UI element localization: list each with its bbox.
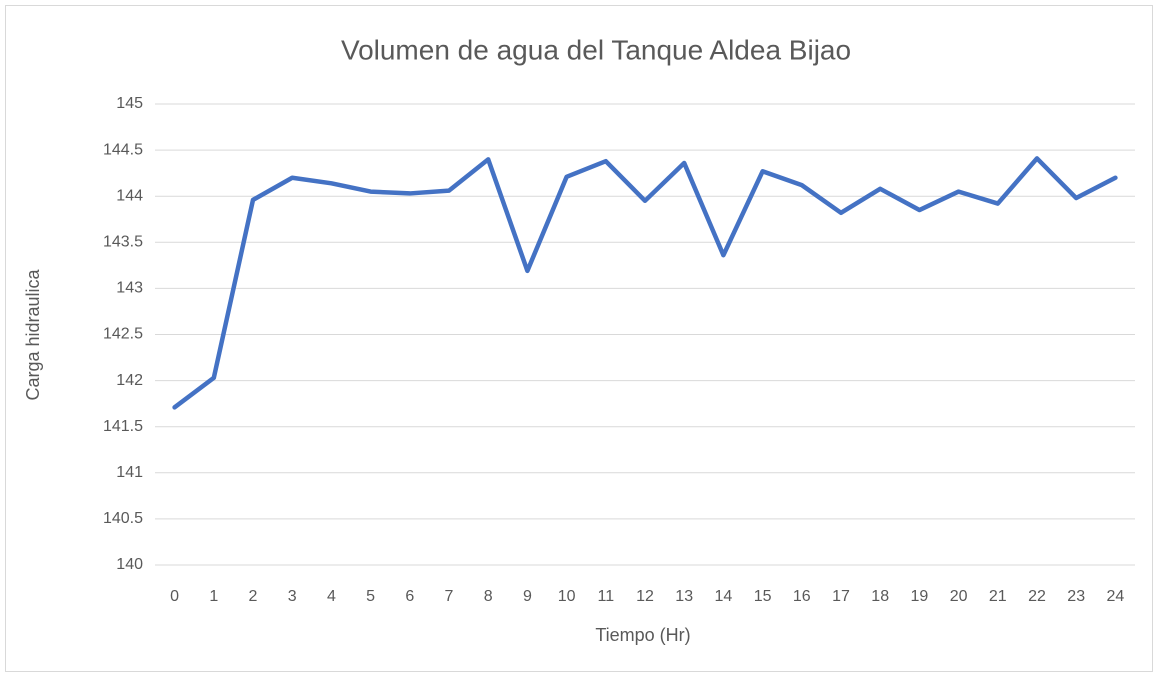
x-tick-label: 0 xyxy=(170,588,179,605)
y-tick-label: 141 xyxy=(116,464,143,481)
x-tick-label: 14 xyxy=(715,588,733,605)
x-tick-label: 18 xyxy=(871,588,889,605)
x-tick-label: 21 xyxy=(989,588,1007,605)
x-tick-label: 4 xyxy=(327,588,336,605)
x-tick-label: 12 xyxy=(636,588,654,605)
y-tick-label: 143.5 xyxy=(103,234,143,251)
x-tick-label: 17 xyxy=(832,588,850,605)
y-tick-label: 142.5 xyxy=(103,326,143,343)
x-tick-label: 13 xyxy=(675,588,693,605)
x-tick-label: 1 xyxy=(209,588,218,605)
x-tick-label: 8 xyxy=(484,588,493,605)
y-axis-label: Carga hidraulica xyxy=(23,268,43,400)
y-tick-label: 142 xyxy=(116,372,143,389)
x-tick-label: 3 xyxy=(288,588,297,605)
x-tick-label: 24 xyxy=(1107,588,1125,605)
x-tick-label: 15 xyxy=(754,588,772,605)
chart-title: Volumen de agua del Tanque Aldea Bijao xyxy=(341,34,851,65)
y-tick-label: 141.5 xyxy=(103,418,143,435)
chart-border xyxy=(5,5,1153,672)
x-axis-label: Tiempo (Hr) xyxy=(595,625,690,645)
x-tick-label: 23 xyxy=(1067,588,1085,605)
data-line xyxy=(172,156,1118,410)
y-tick-label: 143 xyxy=(116,280,143,297)
x-tick-label: 10 xyxy=(558,588,576,605)
x-tick-label: 5 xyxy=(366,588,375,605)
x-tick-label: 11 xyxy=(597,588,614,605)
x-tick-label: 19 xyxy=(911,588,929,605)
x-tick-label: 20 xyxy=(950,588,968,605)
x-tick-label: 16 xyxy=(793,588,811,605)
y-tick-label: 140 xyxy=(116,556,143,573)
x-tick-label: 6 xyxy=(405,588,414,605)
y-tick-label: 140.5 xyxy=(103,510,143,527)
y-tick-label: 144.5 xyxy=(103,141,143,158)
x-tick-label: 9 xyxy=(523,588,532,605)
y-tick-label: 145 xyxy=(116,95,143,112)
x-tick-label: 2 xyxy=(249,588,258,605)
x-tick-label: 22 xyxy=(1028,588,1046,605)
y-tick-label: 144 xyxy=(116,187,143,204)
x-tick-label: 7 xyxy=(445,588,454,605)
